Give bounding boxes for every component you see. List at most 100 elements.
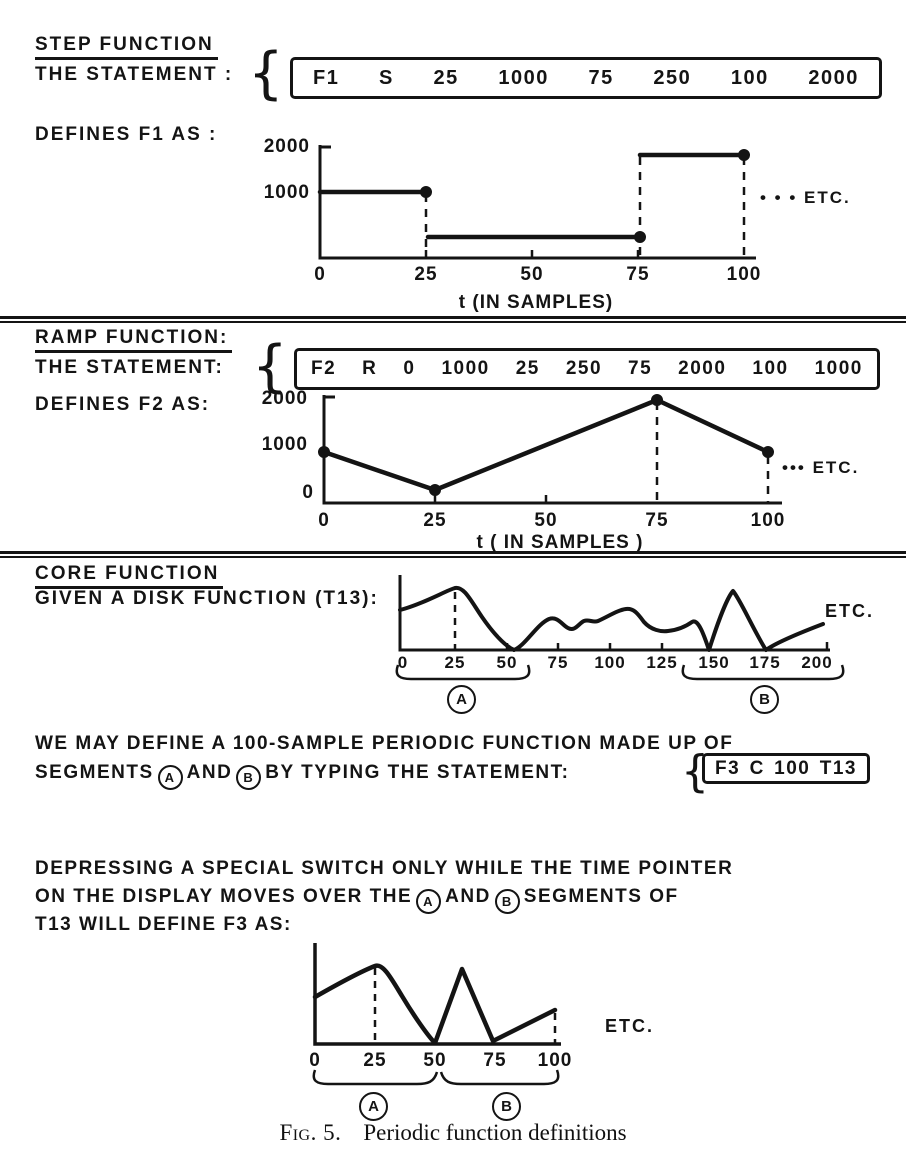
f3-token: C: [749, 757, 765, 779]
ramp-token: 0: [403, 358, 416, 379]
core-xtick: 100: [594, 653, 626, 672]
para1-line2: SEGMENTS A AND B BY TYPING THE STATEMENT:: [35, 762, 569, 790]
para2-line2-pre: ON THE DISPLAY MOVES OVER THE: [35, 886, 413, 907]
para2-line3: T13 WILL DEFINE F3 AS:: [35, 914, 292, 935]
para1-line2-mid: AND: [186, 762, 233, 783]
f3-token: F3: [715, 757, 741, 779]
step-xaxis-label: t (IN SAMPLES): [458, 292, 614, 313]
core-segment-a-badge: A: [447, 685, 476, 714]
core-axes: [398, 575, 830, 652]
para1-line2-post: BY TYPING THE STATEMENT:: [265, 762, 570, 783]
core-xtick: 50: [496, 653, 518, 672]
step-data-dots: [420, 149, 750, 243]
step-token: F1: [313, 66, 340, 89]
core-section-title: CORE FUNCTION: [35, 563, 224, 589]
f3-xtick-0: 0: [309, 1050, 321, 1071]
ramp-token: R: [362, 358, 378, 379]
segment-a-inline-badge: A: [416, 889, 442, 914]
f3-etc-label: ETC.: [605, 1016, 655, 1036]
f3-segment-a-brace: [312, 1069, 439, 1086]
para1-line1: WE MAY DEFINE A 100-SAMPLE PERIODIC FUNC…: [35, 733, 734, 754]
step-axis-ticks: [424, 250, 640, 258]
ramp-ytick-2000: 2000: [261, 388, 308, 409]
step-xtick-50: 50: [520, 264, 544, 285]
ramp-plot: 2000 1000 0 0 25 50 75 100 t ( IN SAMPLE…: [230, 386, 905, 556]
para2-line2-post: SEGMENTS OF: [523, 886, 679, 907]
ramp-ytick-1000: 1000: [261, 434, 308, 455]
ramp-xtick-100: 100: [750, 510, 786, 531]
ramp-curve: [321, 397, 771, 493]
ramp-plot-canvas: [318, 394, 782, 505]
core-segment-b-brace: [681, 664, 845, 681]
core-curve: [398, 585, 825, 652]
core-plot: 0 25 50 75 100 125 150 175 200 A B ETC.: [385, 561, 903, 716]
step-token: 2000: [808, 66, 859, 89]
ramp-xtick-75: 75: [645, 510, 669, 531]
segment-b-inline-badge: B: [236, 765, 262, 790]
step-ytick-2000: 2000: [263, 136, 310, 157]
core-etc-label: ETC.: [825, 601, 875, 621]
step-defines-label: DEFINES F1 AS :: [35, 124, 218, 145]
segment-a-inline-badge: A: [157, 765, 183, 790]
f3-plot-canvas: [312, 943, 561, 1086]
ramp-defines-label: DEFINES F2 AS:: [35, 394, 211, 415]
f3-xtick-75: 75: [483, 1050, 507, 1071]
step-token: 250: [653, 66, 692, 89]
figure-caption-number: Fig. 5.: [279, 1120, 342, 1145]
para2-line1: DEPRESSING A SPECIAL SWITCH ONLY WHILE T…: [35, 858, 734, 879]
f3-curve: [312, 963, 558, 1046]
ramp-etc-label: ••• ETC.: [782, 458, 860, 477]
ramp-section-title: RAMP FUNCTION:: [35, 327, 233, 353]
f3-xtick-100: 100: [537, 1050, 573, 1071]
f3-plot: 0 25 50 75 100 A B ETC.: [298, 936, 708, 1126]
step-token: 100: [730, 66, 769, 89]
core-xtick: 0: [397, 653, 409, 672]
ramp-axes: [322, 395, 782, 505]
section-divider: [0, 551, 906, 558]
ramp-data-dots: [318, 394, 774, 496]
step-curve: [317, 152, 747, 240]
core-xtick: 125: [646, 653, 678, 672]
step-token: 1000: [498, 66, 549, 89]
f3-token: 100: [774, 757, 811, 779]
f3-segment-b-badge: B: [492, 1092, 521, 1121]
ramp-dashed-markers: [655, 402, 770, 503]
ramp-token: 25: [515, 358, 540, 379]
f3-token: T13: [819, 757, 857, 779]
step-xtick-75: 75: [626, 264, 650, 285]
ramp-statement-box: F2 R 0 1000 25 250 75 2000 100 1000: [294, 348, 880, 390]
para2-line2-mid: AND: [445, 886, 491, 907]
step-dashed-markers: [424, 157, 746, 258]
ramp-xtick-25: 25: [423, 510, 447, 531]
core-given-label: GIVEN A DISK FUNCTION (T13):: [35, 588, 379, 609]
para1-line2-pre: SEGMENTS: [35, 762, 154, 783]
ramp-token: 1000: [441, 358, 490, 379]
figure-caption-text: Periodic function definitions: [363, 1120, 627, 1145]
f3-segment-a-badge: A: [359, 1092, 388, 1121]
step-token: S: [378, 66, 394, 89]
core-xtick: 175: [749, 653, 781, 672]
f3-xtick-50: 50: [423, 1050, 447, 1071]
step-statement-label: THE STATEMENT :: [35, 64, 234, 85]
step-plot: 2000 1000 0 25 50 75 100 t (IN SAMPLES) …: [238, 128, 898, 328]
ramp-token: 1000: [814, 358, 863, 379]
ramp-token: F2: [311, 358, 337, 379]
core-xtick: 75: [547, 653, 569, 672]
step-open-brace: {: [248, 41, 284, 106]
ramp-token: 2000: [678, 358, 727, 379]
step-section-title: STEP FUNCTION: [35, 34, 218, 60]
ramp-token: 100: [752, 358, 789, 379]
step-xtick-0: 0: [314, 264, 326, 285]
core-xtick: 25: [444, 653, 466, 672]
ramp-axis-ticks: [433, 490, 548, 503]
step-xtick-100: 100: [726, 264, 762, 285]
f3-statement-box: F3 C 100 T13: [702, 753, 870, 784]
core-xtick: 150: [698, 653, 730, 672]
ramp-ytick-0: 0: [302, 482, 314, 503]
segment-b-inline-badge: B: [494, 889, 520, 914]
f3-xtick-25: 25: [363, 1050, 387, 1071]
ramp-token: 250: [565, 358, 603, 379]
core-segment-b-badge: B: [750, 685, 779, 714]
step-plot-canvas: [317, 145, 756, 260]
